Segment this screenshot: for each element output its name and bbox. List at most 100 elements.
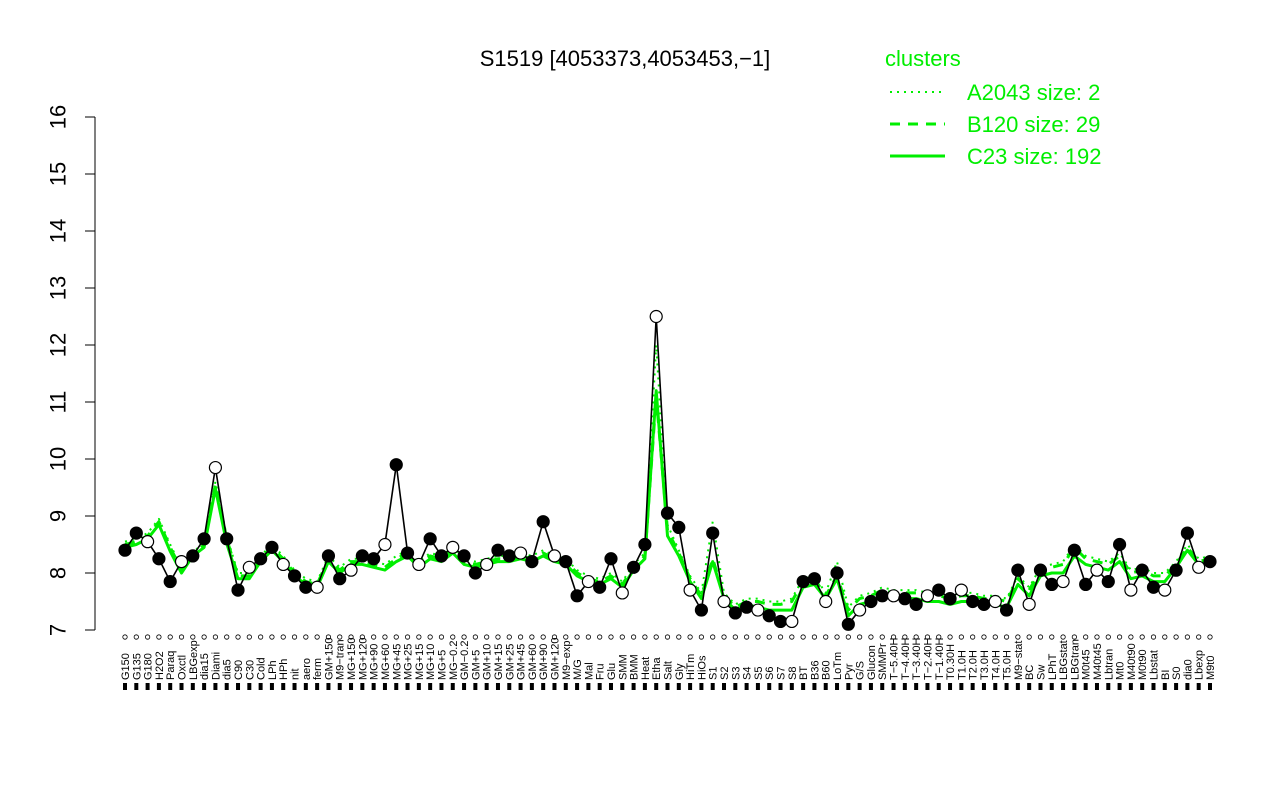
x-rug-mark — [462, 683, 467, 690]
x-rug-mark — [880, 683, 885, 690]
x-rug-mark — [473, 683, 478, 690]
x-tick-marker — [393, 634, 399, 640]
data-point — [864, 594, 878, 609]
data-point — [389, 458, 403, 472]
data-point — [898, 592, 912, 606]
x-tick-marker — [551, 634, 558, 640]
data-point — [208, 460, 223, 475]
data-point — [581, 574, 595, 589]
x-rug-mark — [202, 683, 207, 690]
x-tick-marker — [145, 634, 151, 640]
x-tick-label: HiOs — [696, 655, 708, 680]
data-point — [660, 506, 675, 520]
x-tick-label: G180 — [143, 653, 155, 680]
x-tick-marker — [1128, 634, 1134, 640]
data-point — [242, 560, 256, 574]
x-tick-label: T−3.40H — [911, 637, 923, 680]
x-tick-marker — [438, 634, 445, 640]
x-tick-label: MG+10 — [425, 644, 437, 680]
x-rug-mark — [846, 683, 851, 690]
data-point — [299, 580, 313, 594]
x-tick-marker — [540, 634, 546, 640]
data-point — [966, 594, 980, 609]
x-tick-marker — [958, 634, 964, 640]
x-tick-label: LBGtran — [1069, 639, 1081, 680]
x-rug-mark — [439, 683, 444, 690]
x-rug-mark — [812, 683, 817, 690]
x-tick-marker — [359, 634, 365, 640]
x-tick-marker — [1139, 634, 1145, 640]
x-tick-marker — [1116, 634, 1123, 640]
x-tick-label: M0t90 — [1137, 649, 1149, 680]
x-tick-label: GM+60 — [527, 644, 539, 680]
data-point — [672, 520, 686, 535]
x-rug-mark — [1162, 683, 1167, 690]
x-rug-mark — [586, 683, 591, 690]
data-point — [502, 549, 516, 563]
x-tick-label: MG+5 — [436, 650, 448, 680]
x-rug-mark — [767, 683, 772, 690]
x-tick-marker — [1196, 634, 1202, 640]
x-tick-label: Glu — [606, 663, 618, 680]
x-tick-marker — [857, 634, 863, 640]
x-rug-mark — [722, 683, 727, 690]
y-tick-label: 13 — [46, 276, 71, 300]
x-rug-mark — [416, 683, 421, 690]
x-tick-label: M9−stat — [1013, 641, 1025, 680]
x-rug-mark — [1015, 683, 1020, 690]
x-rug-mark — [959, 683, 964, 690]
x-tick-marker — [732, 634, 738, 640]
x-tick-label: LBGexp — [188, 640, 200, 680]
data-point — [728, 606, 742, 620]
x-tick-marker — [687, 634, 693, 640]
x-tick-label: LPhT — [1047, 653, 1059, 680]
data-point — [1169, 563, 1183, 577]
x-rug-mark — [450, 683, 455, 690]
x-tick-label: SMM — [617, 654, 629, 680]
data-point — [1180, 526, 1194, 540]
x-tick-marker — [834, 634, 840, 640]
data-point — [344, 563, 358, 577]
data-point — [525, 554, 539, 569]
x-rug-mark — [529, 683, 534, 690]
data-point — [740, 600, 754, 614]
x-tick-label: G/S — [855, 661, 867, 680]
x-rug-mark — [981, 683, 986, 690]
y-tick-label: 10 — [46, 447, 71, 471]
x-tick-marker — [1037, 634, 1044, 640]
x-tick-label: S1 — [708, 667, 720, 680]
x-tick-label: GM−0.2 — [459, 641, 471, 680]
x-tick-marker — [1184, 634, 1190, 640]
x-tick-label: Glucon — [866, 645, 878, 680]
x-tick-label: M9−tran — [335, 639, 347, 680]
data-point — [1146, 580, 1161, 594]
x-rug-mark — [801, 683, 806, 690]
x-rug-mark — [1174, 683, 1179, 690]
x-rug-mark — [518, 683, 523, 690]
data-point — [423, 532, 437, 546]
x-tick-marker — [868, 634, 874, 640]
data-point — [626, 560, 641, 574]
x-tick-marker — [879, 634, 885, 640]
x-tick-marker — [133, 634, 139, 640]
x-tick-marker — [404, 634, 411, 640]
x-tick-label: MG+120 — [357, 638, 369, 681]
y-tick-label: 15 — [46, 162, 71, 186]
data-point — [254, 552, 268, 566]
x-tick-marker — [156, 634, 162, 640]
data-point — [593, 580, 607, 594]
x-tick-label: M9t0 — [1205, 656, 1217, 680]
series-line-dotted — [124, 344, 1211, 609]
x-rug-mark — [326, 683, 331, 690]
x-tick-marker — [1026, 634, 1032, 640]
x-tick-marker — [506, 634, 512, 640]
x-tick-marker — [936, 634, 942, 640]
x-rug-mark — [541, 683, 546, 690]
x-rug-mark — [371, 683, 376, 690]
data-point — [1022, 597, 1036, 611]
series-points — [118, 309, 1217, 631]
x-tick-label: C90 — [233, 660, 245, 680]
x-rug-mark — [1072, 683, 1077, 690]
y-tick-label: 16 — [46, 105, 71, 129]
x-rug-mark — [224, 683, 229, 690]
